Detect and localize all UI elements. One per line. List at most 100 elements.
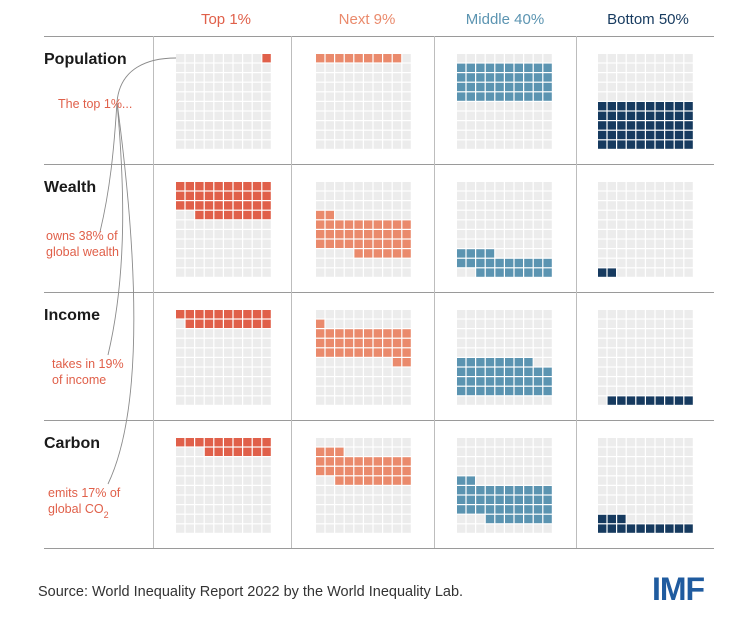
waffle-cell-empty: [176, 239, 185, 248]
waffle-cell-empty: [646, 329, 655, 338]
waffle-cell-empty: [466, 102, 475, 111]
waffle-cell-empty: [392, 191, 402, 200]
waffle-cell-empty: [204, 249, 214, 258]
waffle-cell-empty: [354, 377, 363, 386]
waffle-cell-filled: [325, 447, 334, 456]
waffle-cell-empty: [354, 92, 363, 101]
waffle-cell-empty: [373, 358, 382, 367]
waffle-cell-empty: [485, 201, 495, 210]
waffle-cell-empty: [543, 457, 552, 466]
waffle-cell-filled: [373, 249, 382, 258]
waffle-cell-empty: [185, 377, 194, 386]
waffle-cell-empty: [485, 447, 495, 456]
waffle-cell-empty: [533, 230, 543, 239]
waffle-cell-empty: [514, 111, 523, 120]
waffle-cell-empty: [204, 220, 214, 229]
waffle-cell-filled: [195, 310, 204, 319]
waffle-cell-filled: [402, 329, 411, 338]
waffle-cell-empty: [344, 358, 354, 367]
waffle-cell-filled: [476, 386, 485, 396]
waffle-cell-empty: [607, 476, 616, 485]
waffle-cell-empty: [457, 310, 466, 319]
waffle-cell-empty: [243, 505, 252, 514]
waffle-cell-empty: [243, 54, 252, 63]
waffle-cell-empty: [392, 258, 402, 268]
waffle-cell-empty: [646, 239, 655, 248]
waffle-cell-filled: [344, 230, 354, 239]
waffle-cell-filled: [598, 268, 607, 277]
waffle-cell-empty: [204, 54, 214, 63]
waffle-cell-empty: [373, 191, 382, 200]
waffle-cell-empty: [533, 182, 543, 191]
waffle-cell-empty: [204, 457, 214, 466]
waffle-cell-empty: [607, 447, 616, 456]
waffle-cell-empty: [185, 495, 194, 504]
waffle-cell-filled: [344, 348, 354, 357]
waffle-cell-filled: [224, 319, 233, 328]
waffle-cell-empty: [195, 140, 204, 149]
waffle-cell-empty: [204, 111, 214, 120]
waffle-cell-empty: [457, 348, 466, 357]
waffle-cell-empty: [457, 514, 466, 524]
waffle-cell-filled: [524, 505, 533, 514]
waffle-cell-filled: [364, 54, 373, 63]
waffle-cell-empty: [674, 466, 684, 476]
waffle-cell-empty: [402, 201, 411, 210]
waffle-cell-empty: [655, 367, 664, 376]
waffle-cell-empty: [665, 466, 674, 476]
waffle-cell-empty: [325, 319, 334, 328]
waffle-wealth-next-9: [316, 182, 411, 277]
waffle-cell-empty: [626, 338, 636, 348]
waffle-cell-filled: [674, 102, 684, 111]
waffle-cell-filled: [598, 524, 607, 533]
waffle-cell-empty: [598, 258, 607, 268]
waffle-cell-filled: [457, 92, 466, 101]
waffle-cell-empty: [383, 319, 392, 328]
waffle-cell-empty: [364, 495, 373, 504]
waffle-cell-filled: [185, 319, 194, 328]
waffle-cell-empty: [262, 220, 271, 229]
waffle-cell-empty: [626, 182, 636, 191]
waffle-cell-empty: [185, 249, 194, 258]
waffle-cell-empty: [252, 111, 262, 120]
waffle-cell-empty: [383, 367, 392, 376]
waffle-cell-empty: [335, 310, 344, 319]
waffle-cell-empty: [457, 201, 466, 210]
waffle-cell-filled: [476, 258, 485, 268]
waffle-cell-empty: [176, 130, 185, 140]
waffle-cell-empty: [598, 386, 607, 396]
waffle-cell-empty: [646, 258, 655, 268]
waffle-cell-empty: [392, 268, 402, 277]
waffle-cell-filled: [335, 54, 344, 63]
waffle-cell-filled: [466, 92, 475, 101]
waffle-cell-empty: [485, 438, 495, 447]
waffle-cell-empty: [204, 367, 214, 376]
waffle-cell-filled: [524, 63, 533, 72]
waffle-cell-empty: [325, 367, 334, 376]
waffle-cell-empty: [505, 54, 514, 63]
waffle-cell-filled: [224, 310, 233, 319]
waffle-cell-empty: [476, 524, 485, 533]
waffle-cell-empty: [684, 486, 693, 495]
waffle-cell-filled: [485, 367, 495, 376]
waffle-cell-empty: [684, 310, 693, 319]
waffle-cell-filled: [598, 102, 607, 111]
waffle-cell-empty: [233, 348, 242, 357]
waffle-cell-empty: [457, 457, 466, 466]
waffle-cell-filled: [176, 310, 185, 319]
waffle-cell-empty: [233, 82, 242, 92]
waffle-cell-filled: [392, 457, 402, 466]
waffle-cell-empty: [598, 396, 607, 405]
waffle-cell-empty: [533, 348, 543, 357]
waffle-cell-empty: [252, 486, 262, 495]
waffle-cell-empty: [335, 358, 344, 367]
waffle-cell-empty: [646, 63, 655, 72]
waffle-cell-empty: [224, 377, 233, 386]
waffle-cell-empty: [316, 310, 325, 319]
waffle-cell-empty: [543, 230, 552, 239]
waffle-cell-empty: [364, 102, 373, 111]
waffle-cell-empty: [533, 121, 543, 130]
waffle-cell-empty: [224, 239, 233, 248]
waffle-cell-empty: [466, 182, 475, 191]
waffle-cell-filled: [364, 239, 373, 248]
